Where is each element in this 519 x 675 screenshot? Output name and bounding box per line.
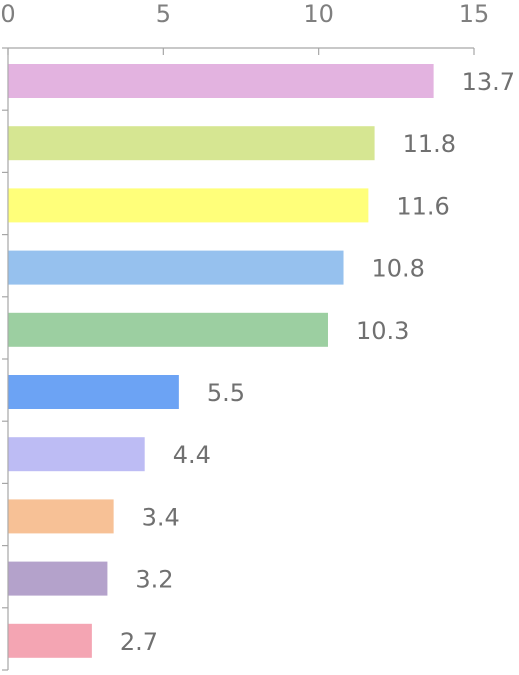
x-axis: 0 5 10 15 xyxy=(0,0,489,55)
bars xyxy=(8,64,434,658)
data-label-6: 5.5 xyxy=(207,379,245,407)
data-label-8: 3.4 xyxy=(142,503,180,531)
data-labels: 13.7 11.8 11.6 10.8 10.3 5.5 4.4 3.4 3.2 2.7 xyxy=(120,68,515,656)
bar-10 xyxy=(8,623,92,658)
data-label-2: 11.8 xyxy=(403,130,456,158)
x-tick-label: 5 xyxy=(156,0,171,28)
data-label-3: 11.6 xyxy=(396,192,449,220)
bar-5 xyxy=(8,312,328,347)
x-tick-label: 10 xyxy=(303,0,334,28)
data-label-5: 10.3 xyxy=(356,317,409,345)
bar-6 xyxy=(8,375,179,409)
data-label-9: 3.2 xyxy=(135,566,173,594)
x-tick-label: 0 xyxy=(0,0,15,28)
bar-8 xyxy=(8,499,114,534)
bar-1 xyxy=(8,64,434,98)
data-label-4: 10.8 xyxy=(372,255,425,283)
bar-7 xyxy=(8,437,145,472)
data-label-10: 2.7 xyxy=(120,628,158,656)
bar-4 xyxy=(8,250,344,285)
x-tick-label: 15 xyxy=(459,0,490,28)
y-axis xyxy=(2,47,9,671)
bar-2 xyxy=(8,126,375,161)
data-label-1: 13.7 xyxy=(462,68,515,96)
bar-9 xyxy=(8,561,108,596)
bar-3 xyxy=(8,188,369,223)
data-label-7: 4.4 xyxy=(173,441,211,469)
